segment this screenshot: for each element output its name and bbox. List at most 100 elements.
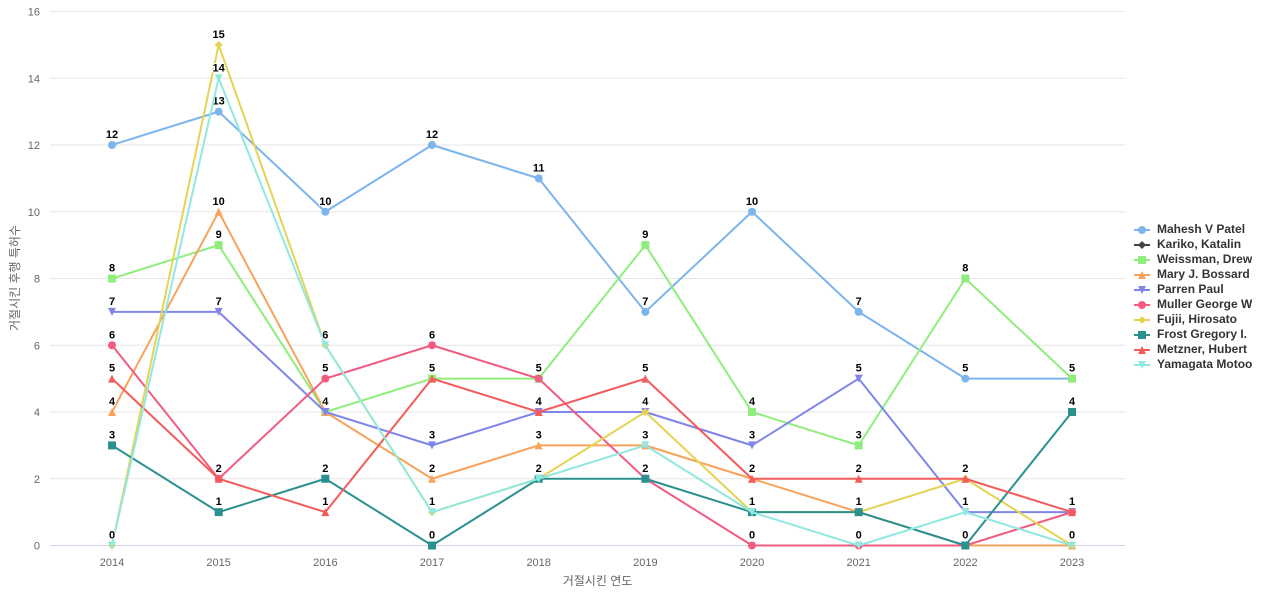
data-label: 2 xyxy=(322,463,328,475)
data-label: 3 xyxy=(536,429,542,441)
data-label: 1 xyxy=(1069,496,1075,508)
data-point-marker[interactable] xyxy=(961,474,970,483)
series-line xyxy=(111,43,1074,547)
legend-item[interactable]: Muller George W xyxy=(1134,297,1252,312)
data-point-marker[interactable] xyxy=(428,141,437,149)
data-label: 3 xyxy=(429,429,435,441)
data-point-marker[interactable] xyxy=(108,141,116,149)
data-point-marker[interactable] xyxy=(214,40,223,49)
data-point-marker[interactable] xyxy=(854,441,863,450)
data-label: 0 xyxy=(856,530,862,542)
data-label: 8 xyxy=(109,263,115,275)
legend-label: Metzner, Hubert xyxy=(1157,342,1248,356)
data-point-marker[interactable] xyxy=(641,374,650,383)
data-label: 1 xyxy=(856,496,862,508)
data-label: 14 xyxy=(213,62,226,74)
data-point-marker[interactable] xyxy=(321,374,330,383)
data-point-marker[interactable] xyxy=(748,474,757,483)
data-point-marker[interactable] xyxy=(961,274,970,283)
data-point-marker[interactable] xyxy=(108,441,116,450)
data-point-marker[interactable] xyxy=(641,474,650,483)
data-label: 9 xyxy=(642,229,648,241)
data-point-marker[interactable] xyxy=(854,474,863,483)
data-point-marker[interactable] xyxy=(641,307,650,316)
series-line xyxy=(111,244,1074,447)
data-point-marker[interactable] xyxy=(534,374,543,383)
data-label: 6 xyxy=(322,329,328,341)
data-point-marker[interactable] xyxy=(854,307,863,316)
legend-item[interactable]: Mary J. Bossard xyxy=(1134,267,1252,282)
data-point-marker[interactable] xyxy=(108,341,116,350)
data-point-marker[interactable] xyxy=(641,408,650,416)
triangle-icon xyxy=(1138,270,1146,279)
legend-item[interactable]: Kariko, Katalin xyxy=(1134,237,1252,252)
legend-item[interactable]: Frost Gregory I. xyxy=(1134,327,1252,342)
data-point-marker[interactable] xyxy=(321,474,330,483)
data-label: 1 xyxy=(749,496,755,508)
data-point-marker[interactable] xyxy=(428,508,437,517)
data-point-marker[interactable] xyxy=(108,274,116,283)
circle-legend-icon xyxy=(1134,225,1150,234)
legend-label: Muller George W xyxy=(1157,297,1253,311)
legend-item[interactable]: Fujii, Hirosato xyxy=(1134,312,1252,327)
data-point-marker[interactable] xyxy=(428,441,437,450)
data-point-marker[interactable] xyxy=(428,474,437,483)
data-point-marker[interactable] xyxy=(748,207,757,216)
x-tick-label: 2020 xyxy=(740,557,764,569)
data-point-marker[interactable] xyxy=(428,374,437,383)
data-point-marker[interactable] xyxy=(108,374,116,383)
data-point-marker[interactable] xyxy=(641,241,650,250)
data-point-marker[interactable] xyxy=(214,508,223,517)
data-point-marker[interactable] xyxy=(214,107,223,116)
data-point-marker[interactable] xyxy=(854,508,863,517)
data-point-marker[interactable] xyxy=(748,408,757,416)
data-point-marker[interactable] xyxy=(321,341,330,350)
data-point-marker[interactable] xyxy=(534,441,543,450)
legend-item[interactable]: Metzner, Hubert xyxy=(1134,342,1252,357)
data-label: 4 xyxy=(322,396,329,408)
data-label: 3 xyxy=(856,429,862,441)
data-point-marker[interactable] xyxy=(321,207,330,216)
legend-item[interactable]: Mahesh V Patel xyxy=(1134,222,1252,237)
data-point-marker[interactable] xyxy=(961,541,970,550)
data-point-marker[interactable] xyxy=(1068,374,1077,383)
data-label: 1 xyxy=(1069,496,1075,508)
data-point-marker[interactable] xyxy=(534,174,543,183)
data-point-marker[interactable] xyxy=(214,74,223,83)
data-point-marker[interactable] xyxy=(214,241,223,250)
data-point-marker[interactable] xyxy=(1068,408,1077,416)
data-point-marker[interactable] xyxy=(428,341,437,350)
data-point-marker[interactable] xyxy=(108,307,116,316)
data-point-marker[interactable] xyxy=(748,441,757,450)
data-point-marker[interactable] xyxy=(108,541,116,550)
data-label: 3 xyxy=(749,429,755,441)
data-point-marker[interactable] xyxy=(108,408,116,416)
data-point-marker[interactable] xyxy=(1068,541,1077,550)
data-point-marker[interactable] xyxy=(321,408,330,416)
data-point-marker[interactable] xyxy=(748,541,757,550)
data-point-marker[interactable] xyxy=(854,541,863,550)
data-point-marker[interactable] xyxy=(641,441,650,450)
legend-item[interactable]: Yamagata Motoo xyxy=(1134,357,1252,372)
data-point-marker[interactable] xyxy=(534,474,543,483)
series-line xyxy=(111,77,1074,547)
data-point-marker[interactable] xyxy=(214,307,223,316)
legend-label: Mary J. Bossard xyxy=(1157,267,1250,281)
data-point-marker[interactable] xyxy=(961,374,970,383)
data-point-marker[interactable] xyxy=(534,408,543,416)
legend-item[interactable]: Parren Paul xyxy=(1134,282,1252,297)
data-point-marker[interactable] xyxy=(214,207,223,216)
data-label: 2 xyxy=(536,463,542,475)
legend-label: Kariko, Katalin xyxy=(1157,237,1242,251)
legend-item[interactable]: Weissman, Drew xyxy=(1134,252,1252,267)
data-point-marker[interactable] xyxy=(854,374,863,383)
data-label: 1 xyxy=(429,496,435,508)
data-point-marker[interactable] xyxy=(214,474,223,483)
data-point-marker[interactable] xyxy=(428,541,437,550)
data-point-marker[interactable] xyxy=(321,508,330,517)
data-point-marker[interactable] xyxy=(1068,508,1077,517)
triangle-down-icon xyxy=(1138,360,1146,369)
data-point-marker[interactable] xyxy=(748,508,757,517)
data-point-marker[interactable] xyxy=(961,508,970,517)
